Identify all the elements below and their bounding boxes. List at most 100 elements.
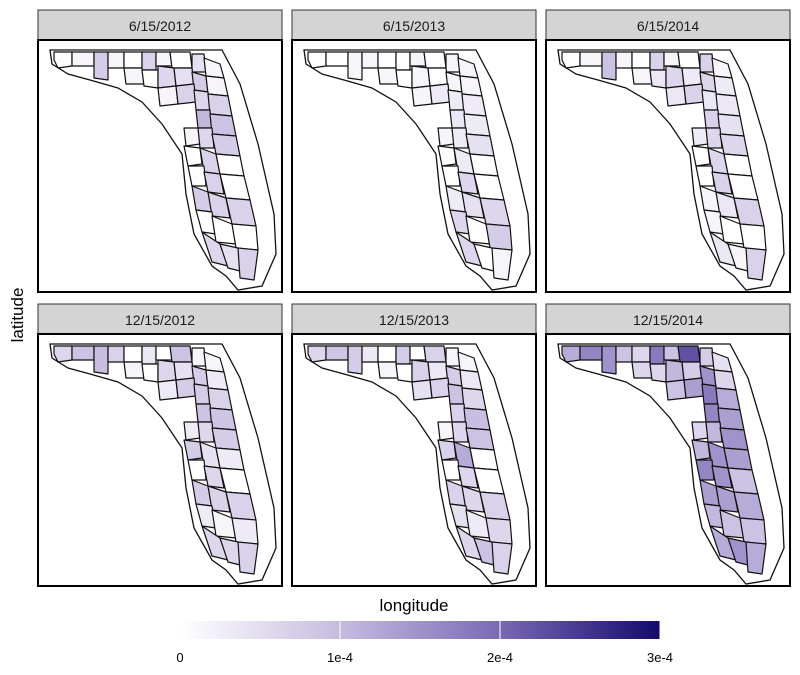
county-region — [579, 345, 603, 361]
county-region — [411, 85, 433, 107]
county-region — [717, 407, 745, 431]
county-region — [361, 51, 379, 69]
county-region — [441, 459, 461, 481]
county-region — [325, 51, 349, 67]
state-outline — [557, 343, 785, 585]
county-region — [141, 363, 159, 383]
county-region — [409, 345, 427, 361]
county-region — [447, 383, 465, 405]
county-region — [677, 51, 701, 69]
county-region — [469, 153, 499, 177]
county-region — [203, 171, 225, 195]
county-region — [141, 69, 159, 89]
county-region — [123, 361, 145, 379]
county-region — [451, 127, 469, 149]
facet-panel-2: 6/15/2013 — [291, 9, 537, 293]
colorbar-ticks: 0 1e-4 2e-4 3e-4 — [176, 621, 673, 665]
county-region — [209, 113, 237, 137]
facet-strip — [291, 9, 537, 41]
county-region — [663, 345, 681, 361]
colorbar-tick-label: 1e-4 — [327, 650, 353, 665]
county-region — [579, 51, 603, 67]
county-region — [711, 171, 733, 195]
facet-strip — [545, 9, 791, 41]
county-region — [739, 517, 767, 545]
county-region — [719, 133, 749, 157]
county-region — [215, 153, 245, 177]
facet-strip-label: 6/15/2013 — [383, 18, 445, 34]
county-region — [683, 83, 705, 105]
county-region — [193, 383, 211, 405]
county-region — [197, 127, 215, 149]
county-region — [141, 345, 157, 365]
county-region — [395, 363, 413, 383]
county-region — [445, 347, 461, 367]
county-region — [699, 53, 715, 73]
state-outline — [303, 49, 531, 291]
county-region — [123, 67, 145, 85]
county-region — [465, 427, 495, 451]
facet-strip-label: 6/15/2014 — [637, 18, 699, 34]
county-region — [649, 363, 667, 383]
florida-map — [49, 49, 277, 291]
county-region — [461, 93, 487, 117]
county-region — [437, 421, 455, 441]
county-region — [695, 459, 715, 481]
county-region — [53, 51, 73, 69]
county-region — [157, 65, 177, 89]
county-region — [377, 51, 397, 69]
county-region — [195, 109, 213, 129]
colorbar-tick-label: 2e-4 — [487, 650, 513, 665]
facet-panels: 6/15/2012 6/15/2013 6/15/2014 12/15/2012 12/… — [37, 9, 791, 587]
county-region — [457, 465, 479, 489]
county-region — [469, 447, 499, 471]
florida-map — [303, 49, 531, 291]
county-region — [157, 379, 179, 401]
county-region — [423, 345, 447, 363]
county-region — [631, 361, 653, 379]
x-axis-title: longitude — [379, 596, 448, 615]
county-region — [53, 345, 73, 363]
county-region — [207, 387, 233, 411]
county-region — [683, 377, 705, 399]
county-region — [169, 345, 193, 363]
county-region — [377, 67, 399, 85]
county-region — [107, 345, 125, 363]
county-region — [665, 85, 687, 107]
county-region — [211, 133, 241, 157]
county-region — [451, 421, 469, 443]
county-region — [195, 403, 213, 423]
county-region — [437, 145, 457, 167]
county-region — [461, 387, 487, 411]
county-region — [615, 345, 633, 363]
county-region — [157, 359, 177, 383]
county-region — [409, 51, 427, 67]
county-region — [561, 51, 581, 69]
florida-map — [557, 343, 785, 585]
county-region — [207, 93, 233, 117]
county-region — [631, 51, 651, 69]
county-region — [485, 517, 513, 545]
county-region — [205, 369, 229, 391]
county-region — [141, 51, 157, 71]
state-outline — [49, 49, 277, 291]
state-outline — [49, 343, 277, 585]
county-region — [701, 383, 719, 405]
florida-map — [557, 49, 785, 291]
county-region — [691, 439, 711, 461]
county-region — [187, 165, 207, 187]
county-region — [713, 369, 737, 391]
county-region — [441, 165, 461, 187]
county-region — [183, 421, 201, 441]
county-region — [237, 541, 259, 575]
county-region — [203, 465, 225, 489]
county-region — [173, 361, 195, 381]
county-region — [703, 109, 721, 129]
county-region — [663, 51, 681, 67]
state-outline — [557, 49, 785, 291]
county-region — [719, 427, 749, 451]
county-region — [411, 65, 431, 89]
county-region — [695, 165, 715, 187]
county-region — [215, 447, 245, 471]
county-region — [665, 359, 685, 383]
